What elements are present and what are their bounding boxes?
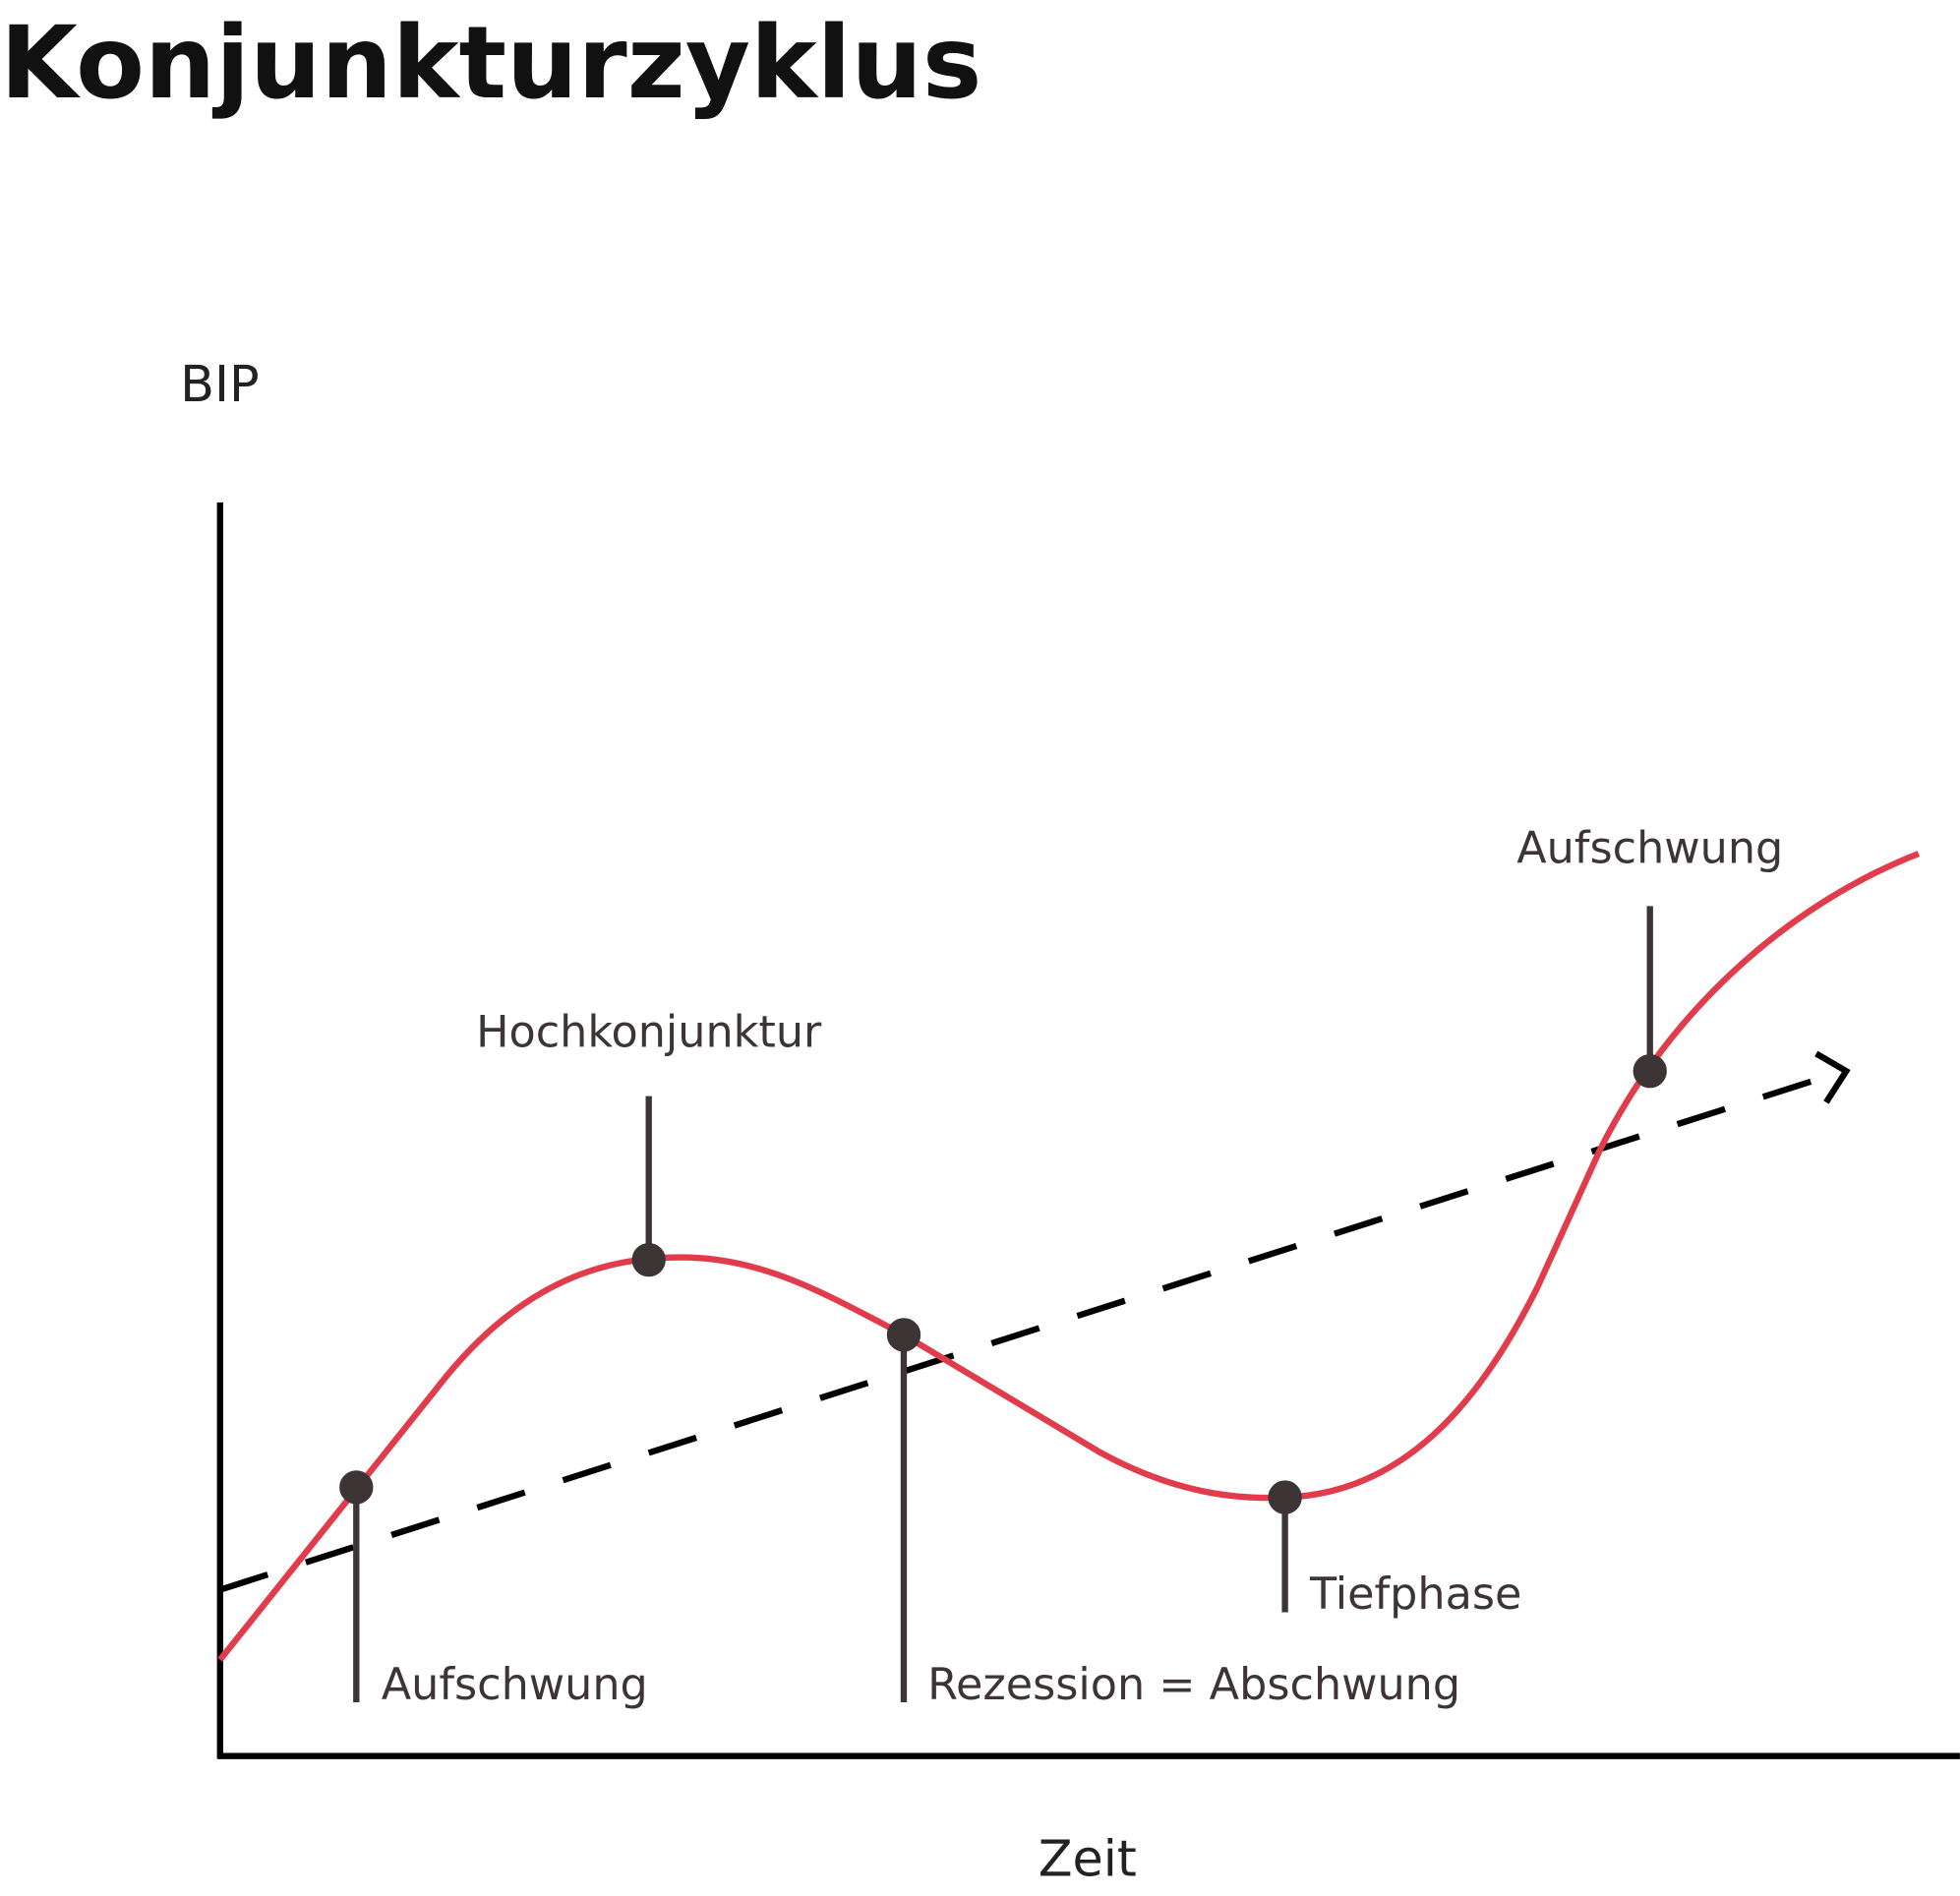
marker-dot (1268, 1480, 1302, 1514)
marker-dot (886, 1318, 921, 1352)
business-cycle-curve (217, 851, 1921, 1662)
markers (339, 906, 1667, 1703)
phase-label: Aufschwung (1516, 824, 1783, 874)
marker-dot (1633, 1054, 1667, 1089)
trend-arrowhead (1814, 1050, 1851, 1104)
x-axis-label: Zeit (1039, 1830, 1137, 1888)
title: Konjunkturzyklus (0, 5, 981, 121)
marker-dot (339, 1470, 374, 1505)
marker-dot (631, 1242, 666, 1277)
phase-label: Aufschwung (382, 1660, 648, 1710)
phase-label: Hochkonjunktur (476, 1007, 822, 1057)
trend-line (218, 1068, 1845, 1593)
phase-label: Tiefphase (1309, 1570, 1521, 1620)
phase-label: Rezession = Abschwung (927, 1660, 1460, 1710)
y-axis-label: BIP (180, 355, 260, 413)
